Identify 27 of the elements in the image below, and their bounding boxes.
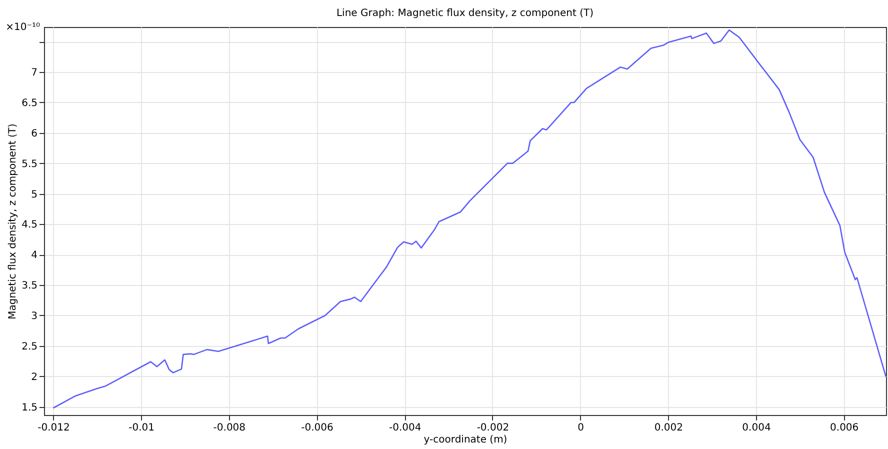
x-tick-label: -0.008 [213, 422, 246, 434]
x-axis-title: y-coordinate (m) [424, 434, 508, 446]
y-tick-label: 4.5 [22, 220, 38, 231]
y-tick-label: 5 [31, 189, 38, 200]
line-series [52, 29, 886, 409]
y-tick-label: 3.5 [22, 280, 38, 292]
x-tick-label: 0.002 [654, 422, 683, 434]
y-tick-label: 2 [31, 372, 38, 383]
y-tick-label: 5.5 [22, 158, 38, 170]
y-tick-label: 6.5 [22, 98, 38, 109]
x-tick-label: 0 [578, 422, 584, 434]
y-tick-label: 6 [31, 128, 38, 140]
x-tick-label: -0.006 [301, 422, 334, 434]
chart-title: Line Graph: Magnetic flux density, z component (T) [336, 8, 594, 19]
x-tick-label: -0.004 [388, 422, 422, 434]
text: ×10⁻¹⁰ [6, 22, 40, 33]
y-axis-title: Magnetic flux density, z component (T) [8, 124, 19, 320]
y-tick-label: 1.5 [22, 402, 38, 414]
x-tick-label: -0.01 [128, 422, 155, 434]
y-tick-label: 2.5 [22, 341, 38, 352]
y-tick-label: 7 [31, 68, 38, 79]
x-tick-label: 0.004 [742, 422, 771, 434]
y-tick-label: 3 [31, 310, 38, 322]
x-tick-label: -0.002 [476, 422, 510, 434]
x-tick-label: -0.012 [38, 422, 70, 434]
x-tick-label: 0.006 [830, 422, 859, 434]
y-tick-label: 4 [31, 250, 38, 262]
